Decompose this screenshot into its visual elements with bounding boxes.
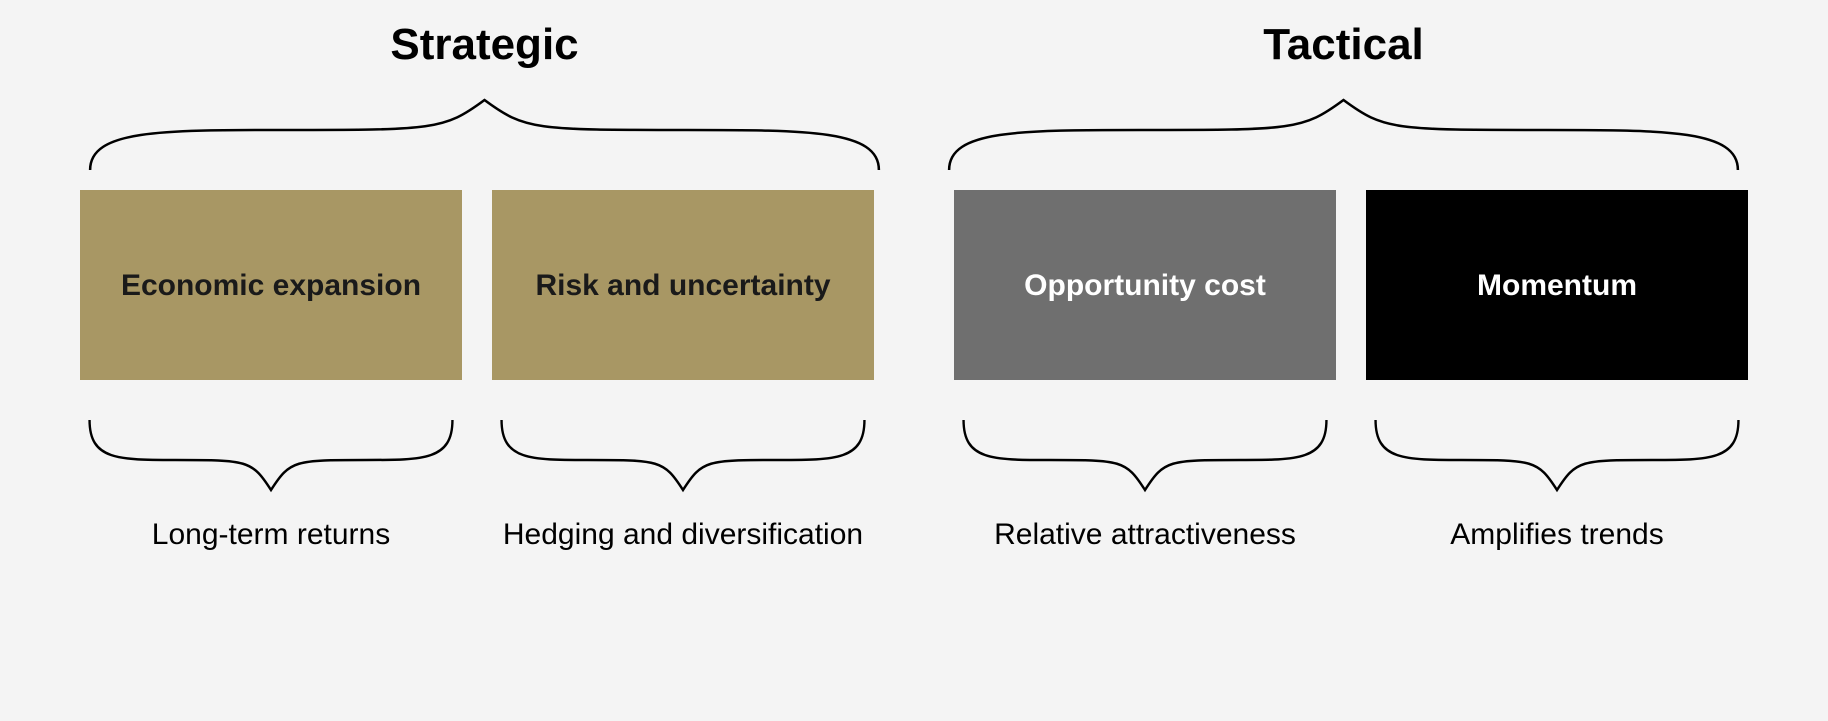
top-brace-row	[80, 90, 1748, 180]
box-label: Economic expansion	[121, 266, 421, 305]
curly-brace-down-icon	[1366, 410, 1748, 500]
bottom-brace-1	[492, 410, 874, 500]
curly-brace-down-icon	[954, 410, 1336, 500]
bottom-brace-0	[80, 410, 462, 500]
caption-3: Amplifies trends	[1366, 515, 1748, 554]
bottom-brace-3	[1366, 410, 1748, 500]
boxes-row: Economic expansion Risk and uncertainty …	[80, 190, 1748, 380]
bottom-brace-2	[954, 410, 1336, 500]
group-title-tactical: Tactical	[939, 20, 1748, 90]
curly-brace-icon	[80, 90, 889, 180]
caption-1: Hedging and diversification	[492, 515, 874, 554]
caption-0: Long-term returns	[80, 515, 462, 554]
caption-2: Relative attractiveness	[954, 515, 1336, 554]
curly-brace-down-icon	[492, 410, 874, 500]
diagram-container: Strategic Tactical Economic expansion Ri…	[0, 0, 1828, 721]
box-label: Momentum	[1477, 266, 1637, 305]
box-economic-expansion: Economic expansion	[80, 190, 462, 380]
top-brace-strategic	[80, 90, 889, 180]
caption-row: Long-term returns Hedging and diversific…	[80, 515, 1748, 554]
box-label: Risk and uncertainty	[535, 266, 830, 305]
box-risk-uncertainty: Risk and uncertainty	[492, 190, 874, 380]
box-opportunity-cost: Opportunity cost	[954, 190, 1336, 380]
box-momentum: Momentum	[1366, 190, 1748, 380]
box-label: Opportunity cost	[1024, 266, 1266, 305]
curly-brace-icon	[939, 90, 1748, 180]
top-brace-tactical	[939, 90, 1748, 180]
group-title-strategic: Strategic	[80, 20, 889, 90]
bottom-brace-row	[80, 410, 1748, 500]
header-row: Strategic Tactical	[80, 20, 1748, 90]
curly-brace-down-icon	[80, 410, 462, 500]
